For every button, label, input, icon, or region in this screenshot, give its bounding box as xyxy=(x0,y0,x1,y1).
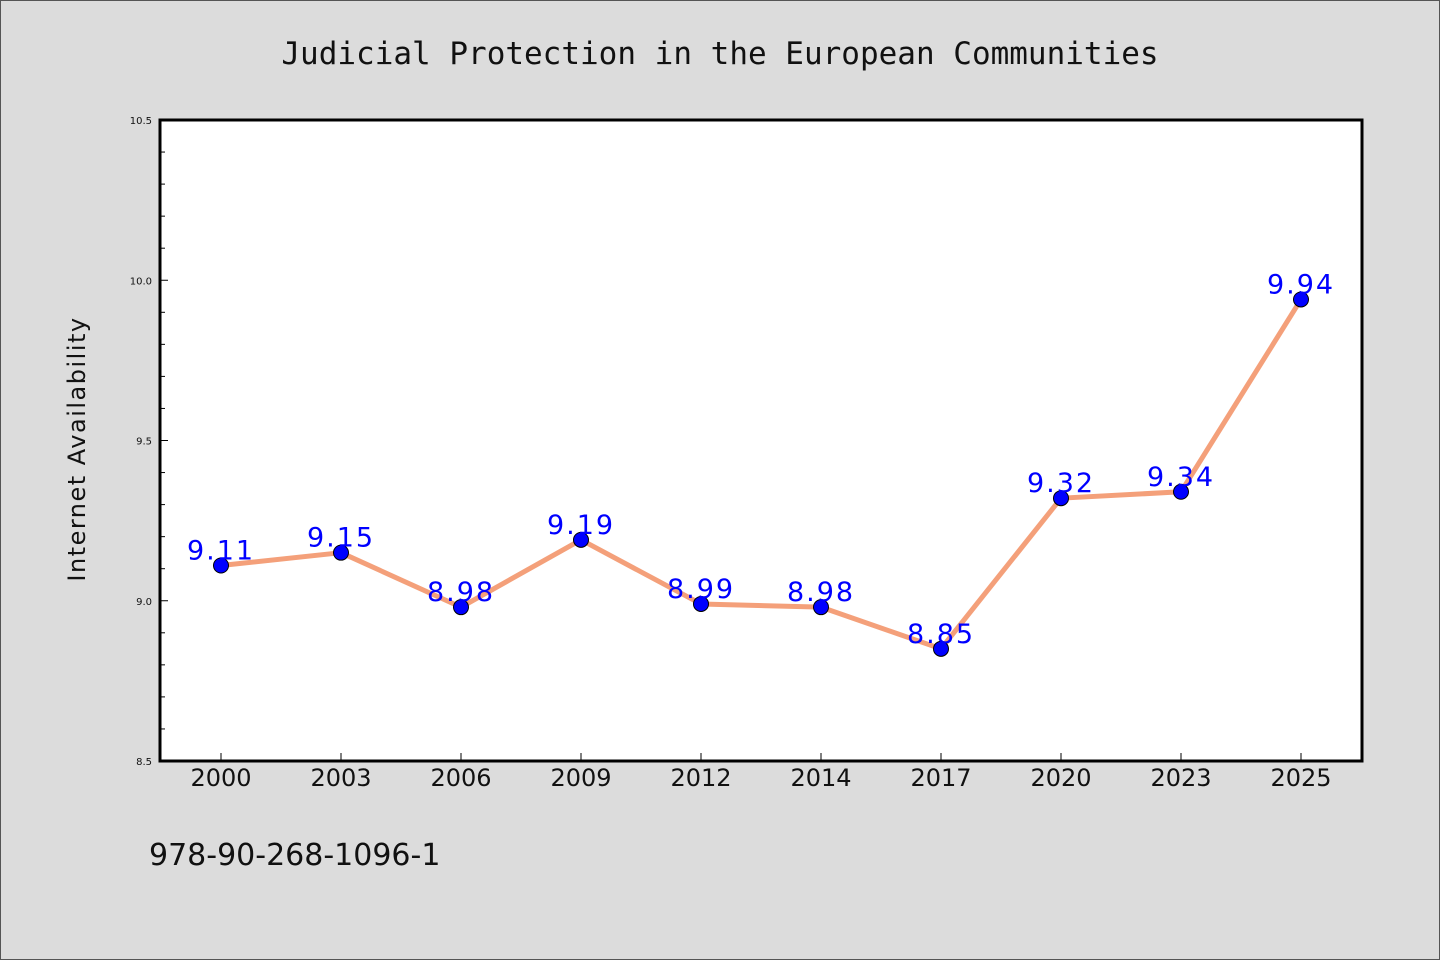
data-label: 9.15 xyxy=(307,523,375,554)
data-label: 9.34 xyxy=(1147,462,1215,493)
x-tick-label: 2000 xyxy=(190,764,251,792)
y-tick-label: 9.0 xyxy=(136,597,152,608)
data-point xyxy=(1293,291,1309,308)
series-marker-group xyxy=(213,291,1309,657)
y-tick-label: 8.5 xyxy=(136,757,152,768)
data-label: 9.32 xyxy=(1027,468,1095,499)
x-tick-label: 2012 xyxy=(670,764,731,792)
data-point xyxy=(1173,483,1189,500)
plot-area xyxy=(158,118,1364,763)
data-label: 9.11 xyxy=(187,535,255,566)
data-point xyxy=(813,599,829,616)
data-point xyxy=(333,544,349,561)
data-label: 9.19 xyxy=(547,510,615,541)
chart-title: Judicial Protection in the European Comm… xyxy=(281,36,1158,72)
series-line-group xyxy=(218,296,1304,652)
data-label: 8.99 xyxy=(667,574,735,605)
data-point xyxy=(213,557,229,574)
data-label: 8.98 xyxy=(787,577,855,608)
data-label-group: 9.11 9.15 8.98 9.19 8.99 8.98 8.85 9.32 9.34 9.94 xyxy=(187,269,1335,650)
y-tick-label: 9.5 xyxy=(136,437,152,448)
x-tick-label: 2025 xyxy=(1270,764,1331,792)
data-point xyxy=(573,531,589,548)
x-axis-ticks: 2000 2003 2006 2009 2012 2014 2017 2020 2023 2025 xyxy=(190,753,1332,792)
isbn-footnote: 978-90-268-1096-1 xyxy=(149,838,440,873)
x-tick-label: 2003 xyxy=(310,764,371,792)
data-point xyxy=(1053,490,1069,507)
data-point xyxy=(933,640,949,657)
y-tick-label: 10.5 xyxy=(130,116,152,127)
y-axis-ticks: 8.5 9.0 9.5 10.0 10.5 xyxy=(130,116,168,768)
data-point xyxy=(693,595,709,612)
y-tick-label: 10.0 xyxy=(130,276,152,287)
data-label: 9.94 xyxy=(1267,269,1335,300)
series-line xyxy=(218,296,1304,652)
x-tick-label: 2006 xyxy=(430,764,491,792)
x-tick-label: 2020 xyxy=(1030,764,1091,792)
x-tick-label: 2014 xyxy=(790,764,851,792)
x-tick-label: 2017 xyxy=(910,764,971,792)
x-tick-label: 2009 xyxy=(550,764,611,792)
data-label: 8.85 xyxy=(907,619,975,650)
y-axis-label: Internet Availability xyxy=(63,316,91,581)
data-label: 8.98 xyxy=(427,577,495,608)
x-tick-label: 2023 xyxy=(1150,764,1211,792)
data-point xyxy=(453,599,469,616)
